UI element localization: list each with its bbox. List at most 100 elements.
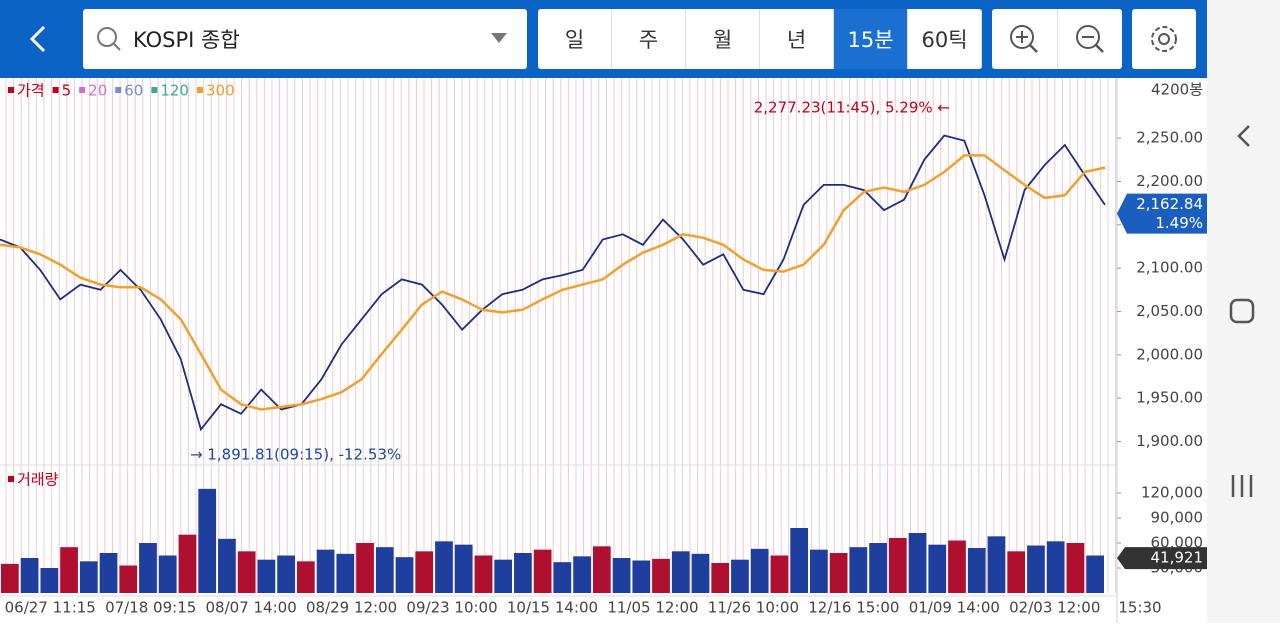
volume-bar [849,547,868,593]
legend-label: 120 [160,82,189,100]
chart: 1,900.00 1,950.00 2,000.00 2,050.00 2,100.00… [0,78,1207,623]
volume-bar [1046,541,1065,593]
bars-count: 4200봉 [1151,81,1203,99]
volume-bar [494,559,513,593]
volume-bar [632,560,651,593]
volume-bar [750,548,769,593]
volume-bar [790,528,809,593]
volume-bar [198,488,217,593]
volume-bar [770,555,789,593]
zoom-group [992,9,1122,69]
period-button[interactable]: 월 [686,9,760,69]
volume-bar [711,563,730,593]
search-icon [97,27,121,51]
volume-bar [277,555,295,593]
x-tick-label: 07/18 09:15 [105,599,196,617]
legend-label: 300 [206,82,235,100]
volume-bar [415,551,434,593]
volume-bar [592,546,611,593]
volume-bar [296,561,315,593]
legend-label: 5 [62,82,72,100]
current-price: 2,162.84 [1136,195,1203,213]
legend-swatch [196,87,203,93]
volume-bar [375,547,394,593]
x-tick-label: 09/23 10:00 [406,599,497,617]
volume-bar [731,559,749,593]
x-tick-label: 01/09 14:00 [909,599,1000,617]
settings-button[interactable] [1132,9,1196,69]
volume-bar [810,549,828,593]
price-line [0,154,1106,411]
period-button[interactable]: 년 [760,9,834,69]
volume-bar [928,544,947,593]
legend-swatch [8,476,14,482]
volume-bar [671,551,690,593]
volume-bar [395,557,414,593]
period-button[interactable]: 60틱 [908,9,982,69]
volume-bar [829,553,848,593]
y-tick-label: 1,900.00 [1136,432,1203,450]
current-change: 1.49% [1155,214,1203,232]
period-button[interactable]: 15분 [834,9,908,69]
back-button[interactable] [24,24,54,54]
volume-bar [40,568,59,593]
x-tick-label: 08/07 14:00 [206,599,297,617]
volume-bar [257,559,276,593]
x-tick-label: 02/03 12:00 [1009,599,1100,617]
zoom-in[interactable] [992,9,1057,69]
volume-bar [1066,543,1085,593]
volume-bar [533,549,552,593]
volume-bar [178,534,197,593]
x-tick-label: 08/29 12:00 [306,599,397,617]
y-tick-label: 2,250.00 [1136,129,1203,147]
volume-bar [967,548,986,593]
volume-bar [691,553,710,593]
nav-icons [1229,125,1255,497]
volume-bar [1,563,19,593]
y-tick-label: 120,000 [1141,484,1203,502]
x-tick-label: 10/15 14:00 [507,599,598,617]
y-tick-label: 2,050.00 [1136,302,1203,320]
volume-bar [356,543,374,593]
legend-label: 60 [124,82,143,100]
search-box[interactable]: KOSPI 종합 [83,9,527,69]
volume-bar [553,562,572,593]
volume-bar [908,533,927,593]
system-nav [1207,0,1280,623]
high-note: 2,277.23(11:45), 5.29% ← [754,99,950,117]
volume-bar [652,558,670,593]
current-volume-box [1117,547,1207,570]
nav-home[interactable] [1229,298,1255,324]
volume-bar [1027,545,1045,593]
x-tick-label: 06/27 11:15 [5,599,96,617]
period-button[interactable]: 주 [612,9,686,69]
x-tick-label: 11/26 10:00 [708,599,799,617]
nav-recent[interactable] [1231,475,1253,497]
volume-bar [612,558,631,593]
search-text: KOSPI 종합 [133,28,240,52]
volume-bar [119,565,138,593]
settings-icon [1151,26,1177,52]
volume-title: 거래량 [17,471,59,489]
y-tick-label: 2,100.00 [1136,259,1203,277]
y-tick-label: 2,200.00 [1136,172,1203,190]
volume-bar [1086,555,1104,593]
y-tick-label: 2,000.00 [1136,345,1203,363]
x-tick-label: 11/05 12:00 [607,599,698,617]
toolbar: KOSPI 종합 일 주 월 년 15분 60틱 [0,0,1207,78]
volume-bar [869,543,887,593]
current-volume: 41,921 [1151,549,1204,567]
zoom-out[interactable] [1056,9,1123,69]
legend-label: 20 [88,82,107,100]
price-line [0,134,1106,432]
y-tick-label: 60,000 [1151,534,1204,552]
y-tick-label: 90,000 [1151,509,1204,527]
volume-bar [987,536,1006,593]
volume-bar [158,555,177,593]
nav-back[interactable] [1237,125,1250,147]
y-tick-label: 1,950.00 [1136,389,1203,407]
low-note: → 1,891.81(09:15), -12.53% [190,446,401,464]
volume-bar [79,561,98,593]
period-button[interactable]: 일 [538,9,612,69]
